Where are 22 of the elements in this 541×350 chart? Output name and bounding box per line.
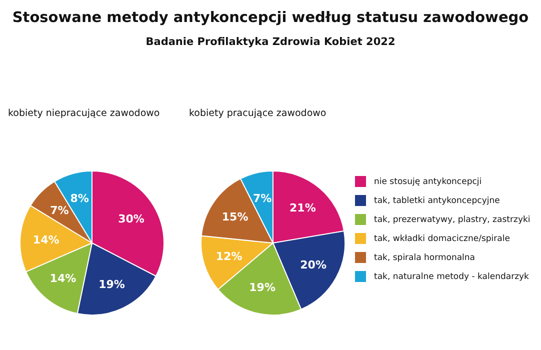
data-label: 14% [32, 233, 60, 246]
legend-label: tak, tabletki antykoncepcyjne [374, 196, 500, 206]
legend-label: nie stosuję antykoncepcji [374, 176, 482, 186]
data-label: 15% [222, 210, 248, 224]
data-label: 19% [98, 278, 125, 292]
slice-label: kobiety pracujące zawodowo [189, 108, 326, 119]
legend-label: tak, naturalne metody - kalendarzyk [374, 272, 529, 282]
slice-label: kobiety niepracujące zawodowo [8, 108, 160, 119]
data-label: 12% [216, 250, 242, 264]
data-label: 21% [290, 201, 316, 214]
data-label: 7% [252, 192, 272, 205]
legend-label: tak, spirala hormonalna [374, 252, 475, 262]
legend-label: tak, prezerwatywy, plastry, zastrzyki [374, 214, 530, 224]
legend-label: tak, wkładki domaciczne/spirale [374, 234, 510, 244]
data-label: 14% [50, 272, 76, 286]
data-label: 20% [300, 258, 327, 272]
data-label: 7% [50, 204, 69, 217]
data-label: 8% [70, 192, 89, 206]
data-label: 30% [118, 212, 144, 226]
data-label: 19% [249, 281, 276, 294]
chart-subtitle: Badanie Profilaktyka Zdrowia Kobiet 2022 [144, 36, 396, 48]
chart-title: Stosowane metody antykoncepcji według statusu zawodowego [11, 10, 530, 26]
